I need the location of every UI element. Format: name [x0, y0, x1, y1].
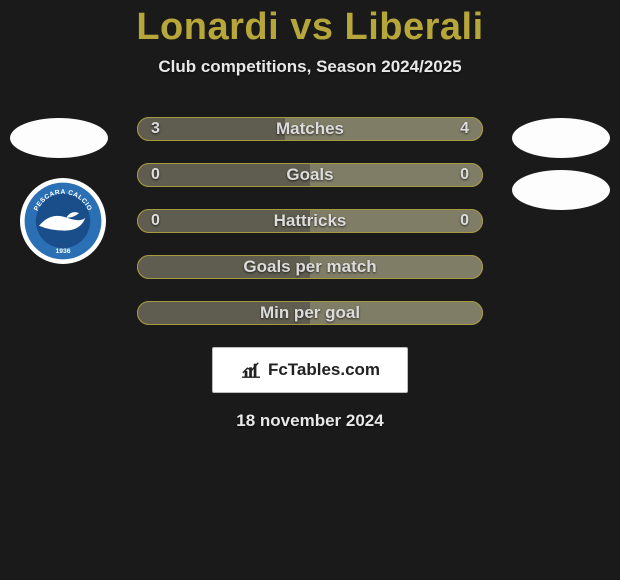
bar-label: Hattricks — [274, 211, 347, 231]
comparison-bars: 3 4 Matches 0 0 Goals 0 0 Hattricks Goals per mat… — [137, 117, 483, 325]
stat-bar-hattricks: 0 0 Hattricks — [137, 209, 483, 233]
bar-value-left: 0 — [151, 166, 160, 184]
bar-label: Goals — [286, 165, 333, 185]
stat-bar-goals: 0 0 Goals — [137, 163, 483, 187]
watermark-box: FcTables.com — [212, 347, 408, 393]
stat-bar-matches: 3 4 Matches — [137, 117, 483, 141]
comparison-title: Lonardi vs Liberali — [0, 0, 620, 49]
badge-year-text: 1936 — [55, 248, 70, 255]
player-b-avatar-placeholder-1 — [512, 118, 610, 158]
player-a-avatar-placeholder — [10, 118, 108, 158]
bar-label: Min per goal — [260, 303, 360, 323]
player-b-avatar-placeholder-2 — [512, 170, 610, 210]
player-a-club-badge: PESCARA CALCIO 1936 — [20, 178, 106, 264]
bar-value-right: 0 — [460, 166, 469, 184]
comparison-subtitle: Club competitions, Season 2024/2025 — [0, 57, 620, 77]
bar-value-right: 4 — [460, 120, 469, 138]
stat-bar-min-per-goal: Min per goal — [137, 301, 483, 325]
chart-icon — [240, 361, 262, 379]
bar-value-left: 3 — [151, 120, 160, 138]
watermark-text: FcTables.com — [268, 360, 380, 380]
snapshot-date: 18 november 2024 — [0, 411, 620, 431]
stat-bar-goals-per-match: Goals per match — [137, 255, 483, 279]
bar-value-right: 0 — [460, 212, 469, 230]
bar-label: Goals per match — [243, 257, 376, 277]
bar-value-left: 0 — [151, 212, 160, 230]
pescara-badge-icon: PESCARA CALCIO 1936 — [23, 181, 103, 261]
bar-fill-right — [310, 163, 483, 187]
bar-label: Matches — [276, 119, 344, 139]
bar-fill-left — [137, 163, 310, 187]
